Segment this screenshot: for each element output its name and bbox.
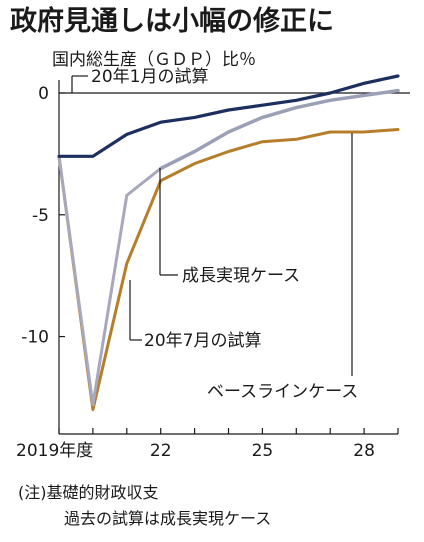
series-line-0 — [57, 74, 400, 158]
x-tick-label: 2019年度 — [16, 441, 93, 461]
x-tick-label: 25 — [252, 441, 274, 461]
chart-subtitle: 国内総生産（ＧＤＰ）比％ — [52, 50, 256, 70]
series-line-1 — [57, 154, 163, 407]
note-line-2: 過去の試算は成長実現ケース — [64, 509, 271, 528]
annotation-jul-estimate: 20年7月の試算 — [144, 331, 261, 351]
y-tick-label: -10 — [21, 328, 49, 348]
series-line-3 — [158, 88, 400, 171]
note-line-1: (注)基礎的財政収支 — [18, 483, 159, 502]
x-tick-label: 28 — [353, 441, 375, 461]
series-line-4 — [57, 128, 400, 412]
y-tick-label: -5 — [32, 206, 49, 226]
x-tick-label: 22 — [150, 441, 172, 461]
annotation-jan-estimate: 20年1月の試算 — [91, 67, 208, 87]
y-tick-label: 0 — [38, 84, 49, 104]
annotation-growth-case: 成長実現ケース — [182, 266, 300, 286]
plot-area: 0 -5 -10 2019年度 22 25 28 — [16, 74, 410, 461]
chart-title: 政府見通しは小幅の修正に — [10, 5, 334, 37]
annotation-baseline-case: ベースラインケース — [207, 382, 358, 402]
